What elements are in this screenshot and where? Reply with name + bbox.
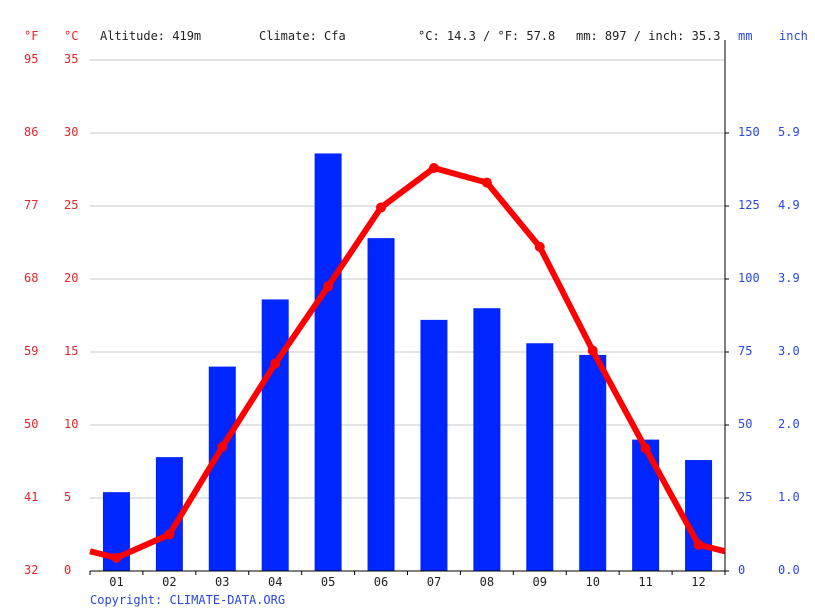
mm-tick-label: 150 (738, 125, 760, 139)
fahrenheit-tick-label: 50 (24, 417, 39, 431)
fahrenheit-tick-label: 95 (24, 52, 39, 66)
inch-tick-label: 3.9 (778, 271, 800, 285)
temperature-point (111, 552, 122, 563)
mm-tick-label: 125 (738, 198, 760, 212)
mm-unit-label: mm (738, 29, 753, 43)
copyright-link[interactable]: Copyright: CLIMATE-DATA.ORG (90, 593, 286, 607)
fahrenheit-tick-label: 68 (24, 271, 39, 285)
celsius-tick-label: 25 (64, 198, 79, 212)
temperature-summary: °C: 14.3 / °F: 57.8 (418, 29, 556, 43)
fahrenheit-unit-label: °F (24, 29, 39, 43)
temperature-line (89, 165, 726, 561)
temperature-point (164, 529, 175, 540)
inch-tick-label: 0.0 (778, 563, 800, 577)
temperature-point (693, 539, 704, 550)
celsius-tick-label: 15 (64, 344, 79, 358)
month-label: 08 (479, 575, 495, 589)
climate-label: Climate: Cfa (259, 29, 346, 43)
month-label: 07 (426, 575, 442, 589)
altitude-label: Altitude: 419m (100, 29, 202, 43)
precipitation-summary: mm: 897 / inch: 35.3 (576, 29, 721, 43)
month-label: 04 (267, 575, 283, 589)
month-label: 09 (532, 575, 547, 589)
precipitation-bar (526, 343, 554, 571)
inch-tick-label: 2.0 (778, 417, 800, 431)
temperature-point (376, 202, 387, 213)
inch-tick-label: 4.9 (778, 198, 800, 212)
celsius-tick-label: 0 (64, 563, 72, 577)
celsius-tick-label: 20 (64, 271, 79, 285)
month-label: 03 (215, 575, 230, 589)
fahrenheit-tick-label: 77 (24, 198, 39, 212)
month-label: 02 (162, 575, 177, 589)
mm-tick-label: 100 (738, 271, 760, 285)
inch-tick-label: 1.0 (778, 490, 800, 504)
month-label: 01 (109, 575, 124, 589)
precipitation-bar (632, 439, 660, 571)
fahrenheit-tick-label: 41 (24, 490, 39, 504)
celsius-tick-label: 35 (64, 52, 79, 66)
precipitation-bar (579, 354, 607, 571)
precipitation-bar (420, 319, 448, 571)
temperature-point (640, 443, 651, 454)
precipitation-bar (473, 308, 501, 571)
inch-tick-label: 5.9 (778, 125, 800, 139)
precipitation-bar (685, 460, 713, 571)
celsius-tick-label: 30 (64, 125, 79, 139)
fahrenheit-tick-label: 32 (24, 563, 39, 577)
temperature-point (587, 345, 598, 356)
month-label: 10 (585, 575, 600, 589)
month-label: 11 (638, 575, 653, 589)
precipitation-bar (261, 299, 289, 571)
temperature-point (217, 441, 228, 452)
month-label: 06 (373, 575, 389, 589)
fahrenheit-tick-label: 86 (24, 125, 39, 139)
celsius-unit-label: °C (64, 29, 79, 43)
month-label: 05 (320, 575, 336, 589)
temperature-point (270, 358, 281, 369)
precipitation-bar (208, 366, 236, 571)
celsius-tick-label: 5 (64, 490, 72, 504)
mm-tick-label: 75 (738, 344, 753, 358)
temperature-point (428, 163, 439, 174)
inch-unit-label: inch (779, 29, 808, 43)
mm-tick-label: 50 (738, 417, 753, 431)
mm-tick-label: 0 (738, 563, 746, 577)
temperature-point (481, 177, 492, 188)
precipitation-bar (367, 238, 395, 571)
temperature-point (323, 281, 334, 292)
precipitation-bar (314, 153, 342, 571)
mm-tick-label: 25 (738, 490, 753, 504)
month-label: 12 (691, 575, 706, 589)
inch-tick-label: 3.0 (778, 344, 800, 358)
temperature-point (534, 241, 545, 252)
celsius-tick-label: 10 (64, 417, 79, 431)
fahrenheit-tick-label: 59 (24, 344, 39, 358)
